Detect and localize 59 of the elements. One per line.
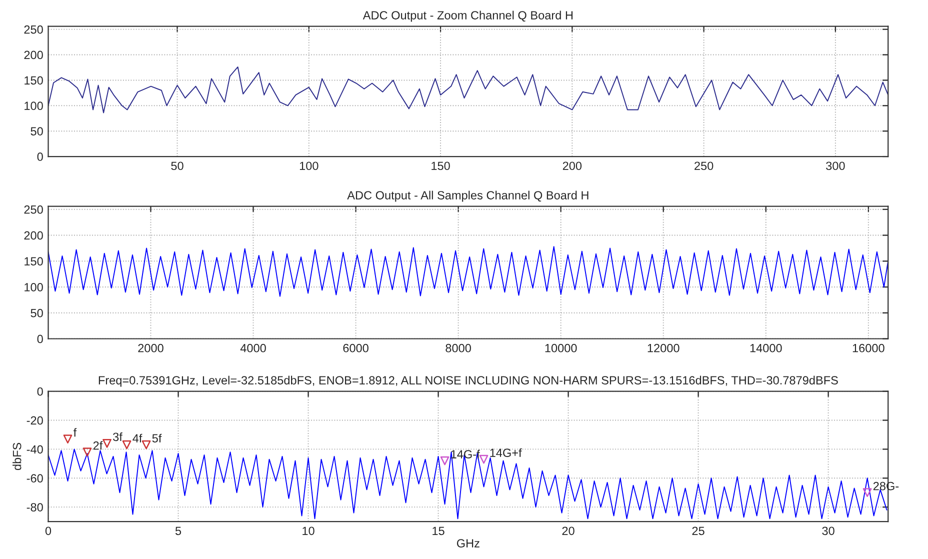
chart-title: Freq=0.75391GHz, Level=-32.5185dbFS, ENOB=1.8912, ALL NOISE INCLUDING NON-HARM SPURS=-13.1516dBFS, THD=-30.7879dBFS bbox=[98, 376, 838, 387]
line-series bbox=[48, 66, 888, 114]
point bbox=[142, 440, 151, 450]
x-tick-label: 25 bbox=[692, 526, 704, 536]
point bbox=[122, 440, 132, 450]
annotation: 3f bbox=[113, 432, 122, 442]
point bbox=[82, 448, 92, 457]
x-tick-label: 0 bbox=[45, 526, 52, 536]
chart-title: ADC Output - Zoom Channel Q Board H bbox=[362, 10, 573, 22]
x-tick-label: 200 bbox=[562, 162, 582, 170]
y-tick-label: 100 bbox=[24, 283, 43, 292]
y-tick-label: -20 bbox=[26, 416, 43, 425]
y-tick-label: 150 bbox=[24, 257, 43, 266]
annotation: 4f bbox=[132, 434, 142, 442]
point bbox=[479, 454, 488, 464]
y-tick-label: 0 bbox=[37, 387, 43, 396]
line-series bbox=[48, 246, 888, 297]
y-tick-label: 50 bbox=[30, 127, 43, 136]
x-tick-label: 16000 bbox=[852, 344, 884, 352]
y-tick-label: 200 bbox=[24, 50, 43, 60]
x-tick-label: 10 bbox=[302, 526, 314, 536]
y-tick-label: 250 bbox=[24, 25, 43, 34]
y-tick-label: 0 bbox=[37, 334, 43, 344]
annotation: 14G+f bbox=[490, 448, 522, 457]
y-tick-label: 50 bbox=[30, 308, 43, 318]
x-tick-label: 14000 bbox=[750, 344, 782, 352]
y-tick-label: -80 bbox=[26, 503, 43, 512]
annotation: 5f bbox=[152, 434, 162, 443]
y-axis-title: dbFS bbox=[12, 442, 22, 470]
x-tick-label: 15 bbox=[432, 526, 444, 536]
annotation: 2f bbox=[93, 441, 103, 450]
y-tick-label: 200 bbox=[24, 231, 43, 240]
x-tick-label: 8000 bbox=[446, 344, 471, 352]
chart-title: ADC Output - All Samples Channel Q Board H bbox=[347, 190, 588, 202]
x-axis-title: GHz bbox=[456, 539, 480, 548]
x-tick-label: 10000 bbox=[545, 344, 577, 352]
x-tick-label: 6000 bbox=[343, 344, 368, 352]
x-tick-label: 250 bbox=[694, 162, 714, 170]
point bbox=[440, 456, 450, 466]
x-tick-label: 30 bbox=[822, 526, 834, 536]
x-tick-label: 100 bbox=[300, 162, 318, 170]
x-tick-label: 5 bbox=[175, 526, 182, 536]
point bbox=[102, 438, 112, 448]
y-tick-label: 150 bbox=[24, 76, 43, 85]
y-tick-label: 0 bbox=[37, 152, 43, 161]
point bbox=[862, 488, 872, 498]
y-tick-label: -60 bbox=[26, 474, 43, 483]
x-tick-label: 300 bbox=[826, 162, 845, 170]
x-tick-label: 4000 bbox=[240, 344, 266, 352]
x-tick-label: 150 bbox=[432, 162, 450, 170]
x-tick-label: 12000 bbox=[648, 344, 680, 352]
y-tick-label: 250 bbox=[24, 205, 43, 214]
x-tick-label: 20 bbox=[562, 526, 574, 536]
y-tick-label: 100 bbox=[24, 102, 43, 110]
x-tick-label: 2000 bbox=[138, 344, 164, 352]
x-tick-label: 50 bbox=[171, 162, 184, 170]
y-tick-label: -40 bbox=[26, 445, 43, 454]
point bbox=[63, 434, 72, 444]
annotation: f bbox=[73, 428, 77, 437]
